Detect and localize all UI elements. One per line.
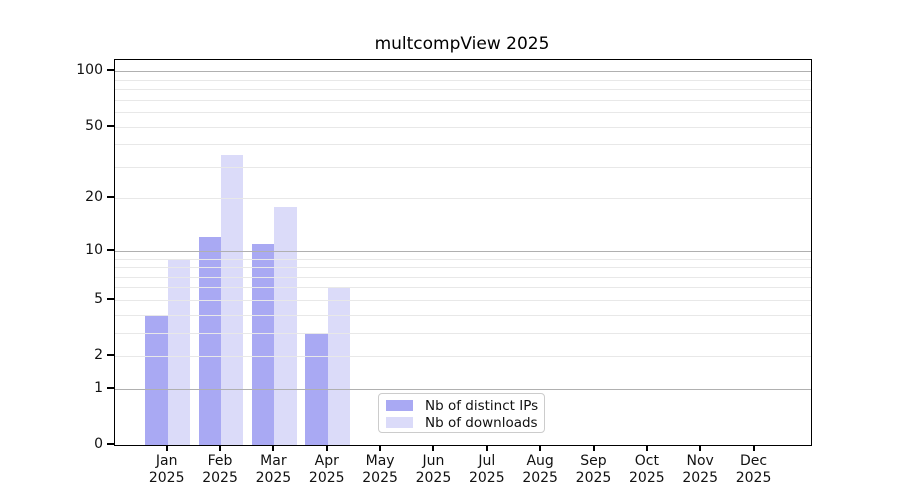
- legend-swatch-distinct-ips: [386, 400, 413, 411]
- gridline-minor: [115, 144, 811, 146]
- x-tick-year: 2025: [308, 470, 345, 486]
- x-axis-tick: [219, 445, 222, 451]
- y-axis-tick: [107, 354, 114, 357]
- y-axis-tick: [107, 386, 114, 389]
- x-axis-tick: [592, 445, 595, 451]
- bar-distinct-ips-Jan: [145, 314, 168, 445]
- x-tick-year: 2025: [415, 470, 452, 486]
- gridline-minor: [115, 332, 811, 334]
- x-axis-tick: [432, 445, 435, 451]
- x-tick-label-Aug: Aug 2025: [510, 453, 570, 487]
- gridline-minor: [115, 299, 811, 301]
- x-axis-tick: [379, 445, 382, 451]
- y-axis-tick: [107, 196, 114, 199]
- x-tick-month: Mar: [260, 453, 287, 469]
- x-tick-year: 2025: [522, 470, 558, 486]
- bar-downloads-Mar: [274, 206, 297, 445]
- x-tick-label-Mar: Mar 2025: [243, 453, 303, 487]
- x-tick-month: Sep: [580, 453, 607, 469]
- x-tick-month: Jun: [422, 453, 445, 469]
- legend-box: Nb of distinct IPs Nb of downloads: [378, 393, 545, 433]
- y-axis-tick: [107, 69, 114, 72]
- x-tick-month: Apr: [314, 453, 339, 469]
- y-tick-label: 20: [85, 189, 103, 206]
- x-tick-month: Aug: [526, 453, 554, 469]
- x-tick-label-Sep: Sep 2025: [564, 453, 624, 487]
- gridline-minor: [115, 356, 811, 358]
- x-axis-tick: [272, 445, 275, 451]
- gridline-minor: [115, 126, 811, 128]
- x-tick-year: 2025: [362, 470, 398, 486]
- x-tick-year: 2025: [735, 470, 772, 486]
- gridline-minor: [115, 258, 811, 260]
- x-tick-year: 2025: [629, 470, 665, 486]
- x-tick-month: Dec: [740, 453, 768, 469]
- x-axis-tick: [539, 445, 542, 451]
- y-tick-label: 50: [85, 117, 103, 134]
- x-tick-month: Feb: [207, 453, 233, 469]
- y-axis-tick: [107, 443, 114, 445]
- gridline-major: [115, 71, 811, 73]
- legend-label-downloads: Nb of downloads: [425, 414, 538, 431]
- gridline-minor: [115, 99, 811, 101]
- x-tick-month: Jul: [478, 453, 496, 469]
- gridline-minor: [115, 112, 811, 114]
- gridline-minor: [115, 287, 811, 289]
- x-tick-year: 2025: [468, 470, 505, 486]
- x-tick-label-Oct: Oct 2025: [617, 453, 677, 487]
- x-tick-month: May: [365, 453, 395, 469]
- y-tick-label: 2: [94, 347, 103, 364]
- y-tick-label: 5: [94, 290, 103, 307]
- x-axis-tick: [645, 445, 648, 451]
- x-axis-tick: [752, 445, 755, 451]
- x-tick-month: Jan: [155, 453, 178, 469]
- legend-item-downloads: Nb of downloads: [386, 414, 544, 431]
- y-tick-label: 100: [76, 62, 103, 79]
- bar-downloads-Apr: [327, 287, 351, 445]
- gridline-minor: [115, 89, 811, 91]
- x-axis-tick: [485, 445, 488, 451]
- x-tick-year: 2025: [202, 470, 238, 486]
- legend-item-distinct-ips: Nb of distinct IPs: [386, 397, 544, 414]
- x-tick-label-Jan: Jan 2025: [137, 453, 197, 487]
- x-tick-label-Feb: Feb 2025: [190, 453, 250, 487]
- x-tick-year: 2025: [255, 470, 292, 486]
- gridline-major: [115, 250, 811, 252]
- x-tick-year: 2025: [575, 470, 612, 486]
- y-axis-tick: [107, 297, 114, 300]
- y-tick-label: 0: [94, 436, 103, 452]
- x-tick-month: Oct: [634, 453, 659, 469]
- plot-area: [114, 59, 812, 446]
- y-axis-tick: [107, 124, 114, 127]
- bar-distinct-ips-Feb: [198, 237, 222, 445]
- gridline-major: [115, 388, 811, 390]
- gridline-minor: [115, 79, 811, 81]
- gridline-minor: [115, 166, 811, 168]
- x-axis-tick: [165, 445, 168, 451]
- x-axis-tick: [699, 445, 702, 451]
- bar-distinct-ips-Mar: [252, 243, 275, 445]
- gridline-minor: [115, 198, 811, 200]
- gridline-minor: [115, 314, 811, 316]
- y-tick-label: 10: [85, 241, 103, 258]
- x-tick-month: Nov: [686, 453, 714, 469]
- x-tick-label-Jun: Jun 2025: [403, 453, 463, 487]
- bar-downloads-Jan: [167, 258, 190, 445]
- x-tick-label-Dec: Dec 2025: [724, 453, 784, 487]
- x-tick-label-Nov: Nov 2025: [670, 453, 730, 487]
- x-tick-year: 2025: [682, 470, 718, 486]
- x-tick-label-Apr: Apr 2025: [297, 453, 357, 487]
- chart-title: multcompView 2025: [374, 34, 550, 54]
- y-tick-label: 1: [94, 379, 103, 396]
- x-tick-label-May: May 2025: [350, 453, 410, 487]
- legend-label-distinct-ips: Nb of distinct IPs: [425, 397, 539, 414]
- gridline-minor: [115, 276, 811, 278]
- x-tick-year: 2025: [148, 470, 185, 486]
- x-axis-tick: [325, 445, 328, 451]
- y-axis-tick: [107, 248, 114, 251]
- legend-swatch-downloads: [386, 417, 413, 428]
- x-tick-label-Jul: Jul 2025: [457, 453, 517, 487]
- gridline-minor: [115, 267, 811, 269]
